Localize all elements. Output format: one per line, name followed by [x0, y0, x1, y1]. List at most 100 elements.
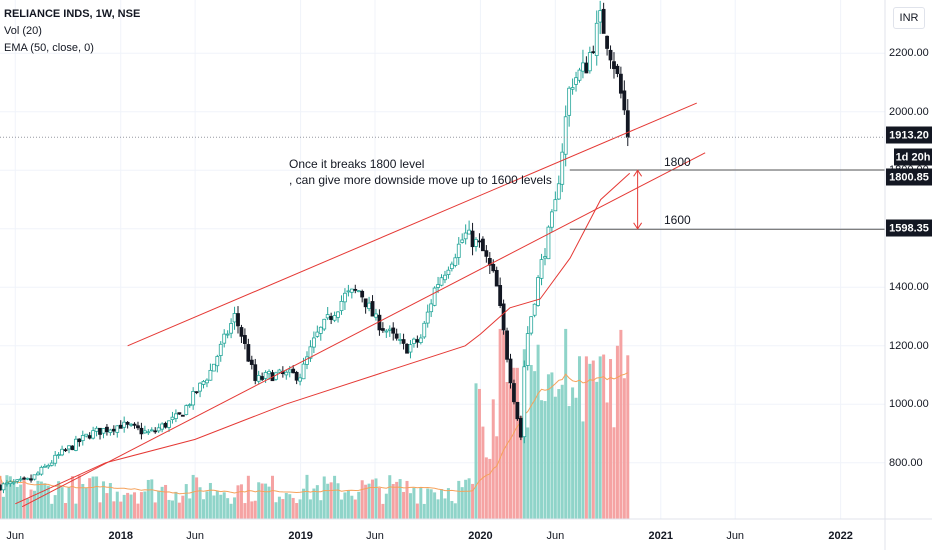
candle-body	[149, 429, 154, 432]
candle-body	[401, 339, 406, 344]
time-tick-label: 2019	[288, 530, 313, 542]
candle-body	[284, 371, 289, 376]
candle-body	[425, 311, 430, 324]
volume-bar	[553, 396, 557, 519]
candle-body	[42, 465, 47, 468]
volume-bar	[540, 400, 544, 519]
candle-body	[29, 478, 33, 481]
candle-body	[349, 288, 354, 293]
candle-body	[515, 401, 520, 420]
volume-bar	[239, 484, 243, 519]
volume-bar	[150, 479, 154, 519]
candle-body	[63, 449, 68, 452]
time-tick-label: 2020	[468, 530, 493, 542]
candle-body	[508, 358, 513, 384]
volume-bar	[32, 490, 36, 519]
candle-body	[229, 323, 234, 334]
volume-bar	[598, 356, 602, 519]
legend-symbol[interactable]: RELIANCE INDS, 1W, NSE	[4, 8, 141, 20]
legend-volume[interactable]: Vol (20)	[4, 25, 42, 37]
candle-body	[1, 483, 6, 491]
volume-bar	[153, 502, 157, 519]
volume-bar	[453, 503, 457, 519]
volume-bar	[474, 383, 478, 519]
time-tick-label: Jun	[186, 530, 204, 542]
volume-bar	[308, 499, 312, 519]
candle-body	[353, 288, 358, 291]
volume-bars	[0, 328, 630, 519]
volume-bar	[505, 381, 509, 519]
candle-body	[594, 22, 599, 56]
volume-bar	[433, 492, 437, 519]
candle-body	[167, 420, 171, 428]
candle-body	[187, 404, 192, 407]
candle-body	[339, 300, 344, 312]
volume-bar	[619, 329, 623, 519]
candle-body	[574, 77, 578, 85]
currency-button[interactable]: INR	[893, 7, 925, 29]
candle-body	[236, 313, 240, 327]
candle-body	[142, 430, 147, 434]
volume-bar	[22, 477, 26, 519]
volume-bar	[319, 500, 323, 519]
volume-bar	[264, 483, 268, 519]
volume-bar	[5, 475, 9, 519]
time-tick-label: Jun	[546, 530, 565, 542]
candle-body	[139, 427, 144, 435]
candle-body	[522, 366, 527, 438]
candle-body	[287, 369, 292, 373]
candle-body	[222, 333, 227, 344]
candle-body	[111, 428, 116, 432]
candle-body	[439, 277, 444, 286]
volume-bar	[467, 478, 471, 519]
volume-bar	[577, 356, 581, 519]
volume-bar	[288, 494, 292, 519]
candle-body	[201, 380, 206, 385]
candle-body	[256, 375, 261, 382]
candle-body	[346, 290, 351, 293]
volume-bar	[560, 384, 564, 519]
level-1600-tag: 1598.35	[886, 219, 932, 237]
volume-bar	[284, 493, 288, 519]
candle-body	[132, 423, 137, 426]
volume-bar	[429, 489, 433, 519]
candle-body	[332, 315, 337, 321]
volume-bar	[609, 359, 613, 519]
candle-body	[622, 90, 627, 111]
countdown-tag: 1d 20h	[894, 148, 932, 166]
price-tick-label: 800.00	[889, 456, 923, 469]
volume-bar	[70, 476, 74, 519]
volume-bar	[395, 481, 399, 519]
volume-bar	[198, 487, 202, 519]
volume-bar	[519, 416, 523, 519]
candle-body	[94, 427, 99, 432]
text-annotation[interactable]: Once it breaks 1800 level , can give mor…	[289, 156, 552, 188]
volume-bar	[274, 502, 278, 519]
volume-bar	[398, 479, 402, 519]
volume-bar	[339, 499, 343, 519]
volume-bar	[0, 475, 2, 519]
candle-body	[115, 425, 120, 433]
volume-bar	[157, 490, 161, 519]
volume-bar	[481, 426, 485, 519]
legend-ema[interactable]: EMA (50, close, 0)	[4, 42, 94, 54]
volume-bar	[367, 483, 371, 519]
volume-bar	[160, 486, 164, 519]
volume-bar	[329, 482, 333, 519]
volume-bar	[105, 493, 109, 519]
candle-body	[408, 344, 413, 353]
volume-bar	[112, 501, 116, 519]
candle-body	[136, 425, 140, 429]
volume-bar	[50, 503, 54, 519]
volume-bar	[67, 487, 71, 519]
volume-bar	[612, 427, 616, 519]
volume-bar	[326, 483, 330, 519]
candle-body	[356, 290, 361, 293]
candle-body	[374, 313, 378, 318]
candle-body	[577, 69, 582, 81]
volume-bar	[457, 480, 461, 519]
candle-body	[87, 435, 92, 439]
volume-bar	[371, 479, 375, 519]
candle-body	[436, 284, 440, 288]
